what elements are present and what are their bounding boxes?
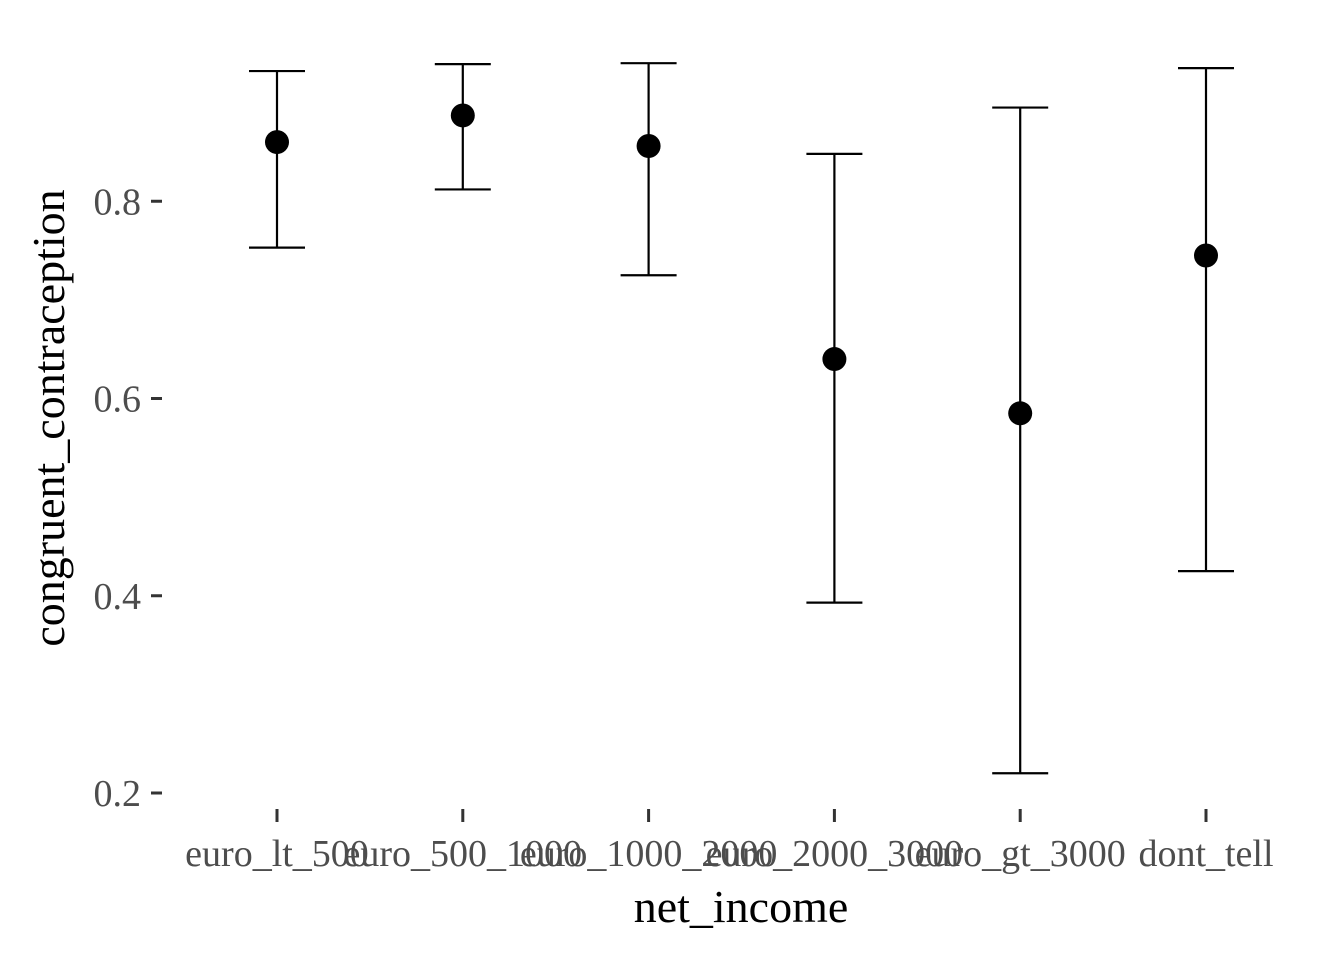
y-tick-label: 0.6 xyxy=(94,379,142,421)
y-tick-label: 0.8 xyxy=(94,181,142,223)
y-tick-label: 0.4 xyxy=(94,576,142,618)
x-tick-label: euro_500_1000 xyxy=(344,833,583,875)
data-point xyxy=(1194,243,1218,268)
x-tick-label: euro_2000_3000 xyxy=(706,833,964,875)
data-point xyxy=(450,103,475,128)
errorbars xyxy=(249,62,1234,775)
y-tick-label: 0.2 xyxy=(94,773,142,815)
x-axis-title: net_income xyxy=(634,881,849,932)
x-axis: euro_lt_500euro_500_1000euro_1000_2000eu… xyxy=(185,809,1274,875)
data-point xyxy=(636,134,661,159)
x-tick-label: euro_1000_2000 xyxy=(520,833,778,875)
data-point xyxy=(822,347,847,372)
x-tick-label: dont_tell xyxy=(1138,833,1273,875)
data-point xyxy=(265,130,289,155)
y-axis: 0.2 0.4 0.6 0.8 xyxy=(94,181,162,815)
data-point xyxy=(1008,401,1033,426)
points xyxy=(265,103,1218,426)
y-axis-title: congruent_contraception xyxy=(23,189,74,646)
x-tick-label: euro_gt_3000 xyxy=(915,833,1126,875)
x-tick-label: euro_lt_500 xyxy=(185,833,369,875)
